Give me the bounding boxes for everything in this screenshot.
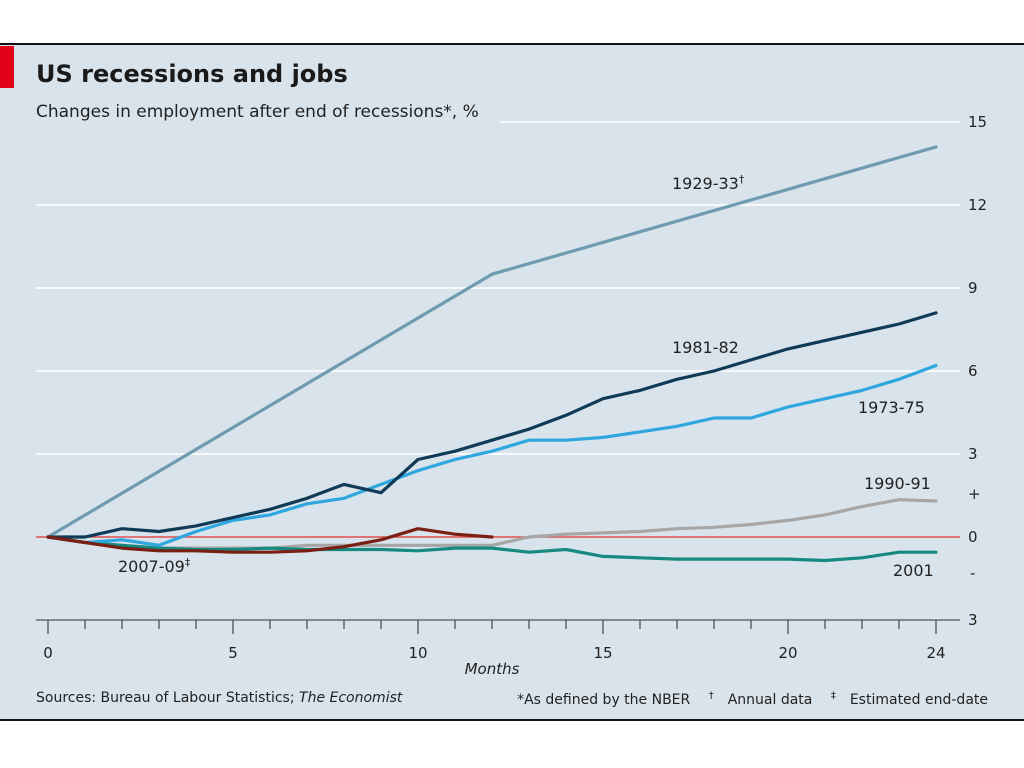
y-tick-label: 3 [968, 445, 978, 463]
x-tick-label: 20 [778, 644, 797, 662]
series-line-1973-75 [46, 363, 938, 547]
footnote-annual-text: Annual data [727, 691, 813, 708]
x-tick-label: 24 [926, 644, 945, 662]
x-tick-label: 0 [43, 644, 53, 662]
brand-tab [0, 46, 14, 88]
series-label-2007-09: 2007-09‡ [118, 556, 191, 576]
series-label-mark: † [739, 173, 745, 186]
series-label-1929-33: 1929-33† [672, 173, 745, 193]
x-axis-label: Months [465, 660, 520, 678]
y-tick-label: 9 [968, 279, 978, 297]
footnote-annual-mark: † [708, 690, 714, 701]
series-label-2001: 2001 [893, 561, 934, 580]
series-label-mark: ‡ [185, 556, 191, 569]
y-tick-label: 3 [968, 611, 978, 629]
series-line-1981-82 [46, 311, 938, 539]
series-line-1990-91 [46, 498, 938, 550]
y-tick-label: 12 [968, 196, 987, 214]
sources-italic: The Economist [299, 690, 403, 706]
footnote-estimated: ‡ Estimated end-date [830, 690, 988, 708]
series-label-1990-91: 1990-91 [864, 474, 931, 493]
sources-note: Sources: Bureau of Labour Statistics; Th… [36, 690, 402, 706]
series-line-2007-09 [46, 527, 494, 554]
series-label-1981-82: 1981-82 [672, 338, 739, 357]
series-label-1973-75: 1973-75 [858, 398, 925, 417]
footnote-nber: *As defined by the NBER [517, 691, 691, 708]
chart-frame [0, 43, 1024, 721]
series-line-1929-33 [46, 145, 938, 539]
y-sign-plus: + [968, 485, 981, 503]
x-tick-label: 5 [228, 644, 238, 662]
chart-title: US recessions and jobs [36, 60, 348, 88]
footnote-annual: † Annual data [708, 690, 813, 708]
y-tick-label: 6 [968, 362, 978, 380]
footnotes: *As defined by the NBER † Annual data ‡ Es… [503, 690, 988, 708]
x-tick-label: 10 [408, 644, 427, 662]
y-tick-label: 15 [968, 113, 987, 131]
sources-prefix: Sources: Bureau of Labour Statistics; [36, 690, 300, 706]
chart-subtitle: Changes in employment after end of reces… [36, 102, 479, 122]
x-tick-label: 15 [593, 644, 612, 662]
footnote-estimated-mark: ‡ [830, 690, 836, 701]
y-tick-label: 0 [968, 528, 978, 546]
footnote-estimated-text: Estimated end-date [849, 691, 988, 708]
y-sign-minus: - [970, 564, 975, 582]
